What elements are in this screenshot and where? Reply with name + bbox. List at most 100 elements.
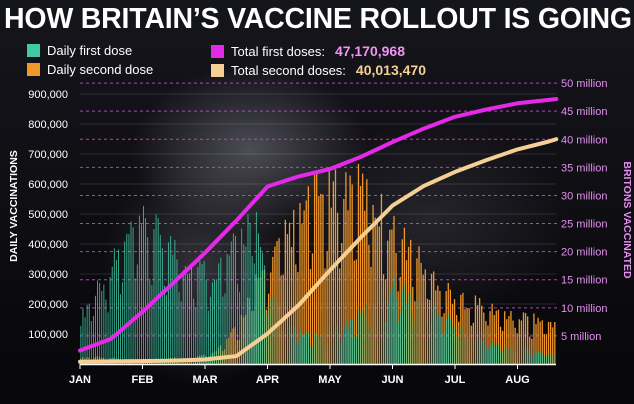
daily-second-bar bbox=[527, 316, 529, 364]
daily-first-bar bbox=[245, 246, 247, 364]
daily-first-bar bbox=[216, 279, 218, 364]
daily-first-bar bbox=[514, 352, 516, 364]
daily-first-bar bbox=[295, 340, 297, 364]
daily-first-bar bbox=[531, 357, 533, 364]
daily-first-bar bbox=[301, 335, 303, 364]
daily-first-bar bbox=[105, 299, 107, 364]
daily-first-bar bbox=[412, 318, 414, 364]
x-tick-label: FEB bbox=[132, 374, 154, 386]
daily-first-bar bbox=[164, 285, 165, 364]
left-tick-label: 900,000 bbox=[28, 89, 68, 101]
daily-first-bar bbox=[266, 314, 268, 364]
daily-first-bar bbox=[99, 282, 101, 364]
daily-first-bar bbox=[381, 287, 383, 364]
daily-first-bar bbox=[351, 320, 353, 364]
daily-first-bar bbox=[366, 303, 368, 364]
left-tick-label: 500,000 bbox=[28, 209, 68, 221]
daily-second-bar bbox=[481, 305, 483, 364]
legend-swatch-daily-first bbox=[27, 44, 40, 57]
daily-first-bar bbox=[537, 351, 539, 364]
daily-first-bar bbox=[168, 242, 170, 364]
daily-first-bar bbox=[143, 205, 144, 364]
daily-first-bar bbox=[101, 291, 103, 364]
daily-first-bar bbox=[189, 273, 190, 364]
daily-first-bar bbox=[274, 297, 276, 364]
daily-first-bar bbox=[460, 326, 462, 364]
daily-first-bar bbox=[201, 263, 203, 364]
daily-first-bar bbox=[247, 214, 249, 364]
right-tick-label: 30 million bbox=[561, 190, 607, 202]
daily-first-bar bbox=[191, 266, 193, 364]
daily-first-bar bbox=[291, 333, 293, 364]
daily-second-bar bbox=[366, 179, 368, 364]
daily-second-bar bbox=[288, 222, 291, 364]
daily-first-bar bbox=[358, 309, 360, 364]
daily-first-bar bbox=[149, 278, 151, 364]
daily-first-bar bbox=[333, 327, 335, 364]
daily-second-bar bbox=[284, 219, 286, 364]
daily-first-bar bbox=[539, 352, 541, 364]
daily-first-bar bbox=[134, 278, 136, 364]
daily-second-bar bbox=[305, 200, 307, 364]
daily-first-bar bbox=[494, 346, 495, 364]
daily-first-bar bbox=[481, 341, 483, 364]
daily-first-bar bbox=[498, 344, 500, 364]
daily-first-bar bbox=[423, 308, 424, 364]
legend-label-daily-second: Daily second dose bbox=[47, 62, 154, 77]
daily-second-bar bbox=[497, 309, 500, 364]
daily-first-bar bbox=[147, 237, 149, 364]
daily-second-bar bbox=[380, 193, 383, 364]
daily-first-bar bbox=[466, 336, 468, 364]
daily-second-bar bbox=[483, 312, 485, 364]
daily-first-bar bbox=[535, 353, 537, 364]
right-tick-label: 20 million bbox=[561, 247, 607, 259]
daily-first-bar bbox=[153, 228, 155, 364]
daily-first-bar bbox=[527, 350, 529, 364]
daily-first-bar bbox=[523, 348, 525, 364]
daily-first-bar bbox=[400, 312, 401, 364]
daily-first-bar bbox=[214, 279, 215, 364]
daily-second-bar bbox=[545, 334, 548, 364]
daily-second-bar bbox=[316, 172, 318, 364]
daily-first-bar bbox=[287, 326, 289, 364]
daily-first-bar bbox=[97, 280, 99, 364]
daily-first-bar bbox=[82, 308, 84, 364]
daily-first-bar bbox=[437, 314, 439, 364]
daily-first-bar bbox=[258, 233, 259, 364]
daily-first-bar bbox=[341, 338, 343, 364]
daily-first-bar bbox=[377, 304, 378, 364]
daily-first-bar bbox=[521, 350, 523, 364]
daily-second-bar bbox=[474, 295, 477, 364]
daily-first-bar bbox=[237, 283, 238, 364]
daily-second-bar bbox=[278, 238, 280, 364]
daily-first-bar bbox=[280, 329, 282, 364]
daily-second-bar bbox=[368, 245, 370, 364]
daily-first-bar bbox=[529, 356, 531, 364]
daily-first-bar bbox=[502, 352, 504, 364]
daily-second-bar bbox=[364, 210, 366, 364]
daily-second-bar bbox=[472, 322, 474, 364]
daily-first-bar bbox=[145, 218, 147, 364]
daily-second-bar bbox=[341, 243, 343, 364]
daily-second-bar bbox=[359, 186, 362, 364]
daily-first-bar bbox=[391, 288, 393, 364]
x-tick-label: MAR bbox=[192, 374, 217, 386]
daily-second-bar bbox=[374, 217, 376, 364]
daily-second-bar bbox=[307, 186, 309, 364]
daily-second-bar bbox=[512, 320, 514, 364]
daily-first-bar bbox=[443, 332, 445, 364]
daily-first-bar bbox=[410, 290, 412, 364]
daily-first-bar bbox=[226, 253, 228, 364]
daily-first-bar bbox=[122, 282, 124, 364]
daily-first-bar bbox=[464, 336, 466, 364]
right-tick-label: 40 million bbox=[561, 134, 607, 146]
daily-first-bar bbox=[222, 296, 224, 364]
daily-second-bar bbox=[539, 321, 541, 364]
daily-first-bar bbox=[512, 349, 514, 364]
daily-first-bar bbox=[414, 326, 416, 364]
daily-first-bar bbox=[387, 300, 389, 364]
daily-first-bar bbox=[500, 350, 502, 364]
legend-label-total-second: Total second doses: bbox=[231, 62, 346, 78]
daily-second-bar bbox=[345, 172, 347, 364]
